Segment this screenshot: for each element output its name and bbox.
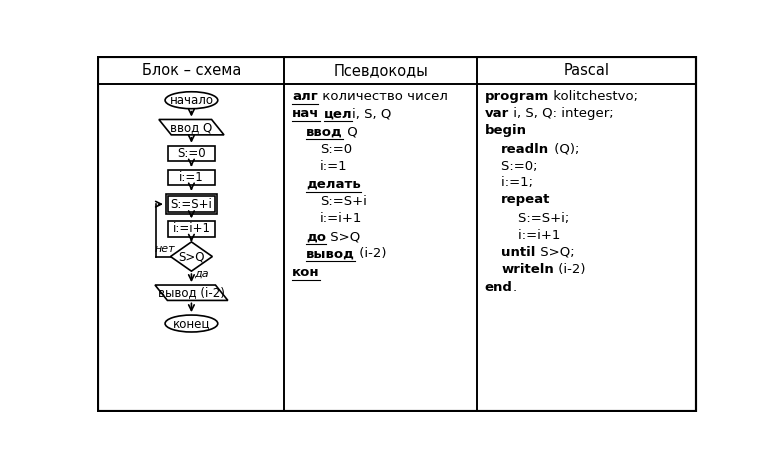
Text: S:=S+i: S:=S+i xyxy=(320,195,367,208)
Text: S:=0: S:=0 xyxy=(177,147,205,160)
Text: program: program xyxy=(484,90,549,103)
Text: .: . xyxy=(512,281,516,294)
Text: i:=1: i:=1 xyxy=(320,160,348,173)
Text: вывод (i-2): вывод (i-2) xyxy=(158,286,225,299)
Ellipse shape xyxy=(165,315,218,332)
Text: ввод Q: ввод Q xyxy=(170,121,212,134)
Text: S:=S+i: S:=S+i xyxy=(170,198,212,211)
Text: Q: Q xyxy=(343,125,357,138)
Text: i:=i+1: i:=i+1 xyxy=(484,229,561,242)
Text: S:=S+i;: S:=S+i; xyxy=(484,212,570,225)
Bar xyxy=(168,196,215,212)
Text: цел: цел xyxy=(324,107,353,120)
Bar xyxy=(168,146,215,161)
Bar xyxy=(166,194,217,214)
Text: S>Q;: S>Q; xyxy=(536,246,574,259)
Polygon shape xyxy=(159,119,224,135)
Text: конец: конец xyxy=(173,317,210,330)
Text: нет: нет xyxy=(155,244,176,254)
Text: writeln: writeln xyxy=(501,263,554,275)
Text: S:=0;: S:=0; xyxy=(484,160,538,173)
Text: Псевдокоды: Псевдокоды xyxy=(333,63,428,78)
Text: i:=1;: i:=1; xyxy=(484,176,533,189)
Text: S>Q: S>Q xyxy=(178,250,205,263)
Text: until: until xyxy=(501,246,536,259)
Text: i:=1: i:=1 xyxy=(179,171,204,184)
Text: readln: readln xyxy=(501,143,549,156)
Text: (i-2): (i-2) xyxy=(554,263,586,275)
Text: S>Q: S>Q xyxy=(326,231,360,244)
Text: да: да xyxy=(195,269,209,279)
Text: begin: begin xyxy=(484,124,526,137)
Text: нач: нач xyxy=(292,107,319,120)
Text: до: до xyxy=(306,231,326,244)
Polygon shape xyxy=(155,285,228,300)
Text: (Q);: (Q); xyxy=(549,143,579,156)
Text: (i-2): (i-2) xyxy=(355,247,387,260)
Text: ввод: ввод xyxy=(306,125,343,138)
Text: алг: алг xyxy=(292,90,318,103)
Text: начало: начало xyxy=(170,94,213,106)
Polygon shape xyxy=(170,242,212,271)
Text: Pascal: Pascal xyxy=(563,63,609,78)
Ellipse shape xyxy=(165,92,218,109)
Text: вывод: вывод xyxy=(306,247,355,260)
Text: repeat: repeat xyxy=(501,194,551,206)
Text: end: end xyxy=(484,281,512,294)
Text: i:=i+1: i:=i+1 xyxy=(172,222,211,235)
Text: kolitchestvo;: kolitchestvo; xyxy=(549,90,638,103)
Text: i, S, Q: i, S, Q xyxy=(353,107,392,120)
Text: S:=0: S:=0 xyxy=(320,143,352,156)
Bar xyxy=(168,221,215,237)
Text: делать: делать xyxy=(306,178,361,191)
Text: var: var xyxy=(484,107,508,120)
Bar xyxy=(168,169,215,185)
Text: количество чисел: количество чисел xyxy=(318,90,448,103)
Text: Блок – схема: Блок – схема xyxy=(142,63,241,78)
Text: i, S, Q: integer;: i, S, Q: integer; xyxy=(508,107,613,120)
Text: i:=i+1: i:=i+1 xyxy=(320,212,363,225)
Text: кон: кон xyxy=(292,266,320,279)
